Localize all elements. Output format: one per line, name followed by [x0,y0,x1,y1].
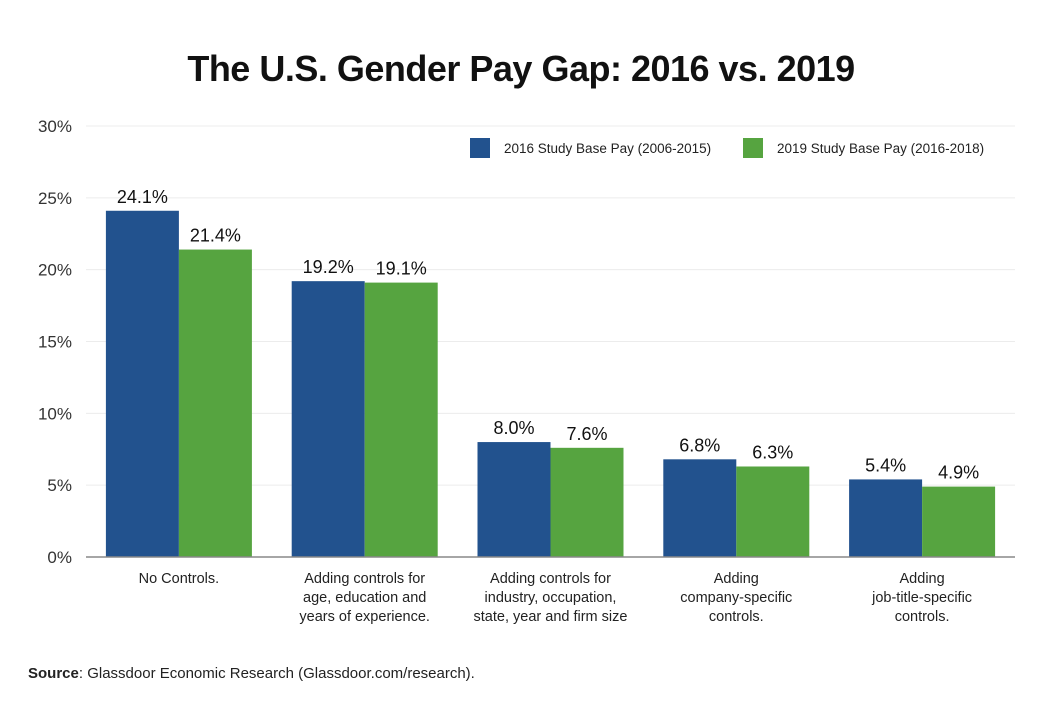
source-text: : Glassdoor Economic Research (Glassdoor… [78,665,475,682]
y-tick-label: 15% [38,333,72,352]
bar-2016 [291,281,365,557]
legend-item-2016: 2016 Study Base Pay (2006-2015) [470,138,711,158]
data-labels: 24.1% 19.2% 8.0% 6.8% 5.4% 21.4% 19.1% 7.6% 6.3%… [117,187,979,483]
data-label: 24.1% [117,187,168,207]
x-category-line: industry, occupation, [484,590,617,606]
bar-2019 [736,466,810,557]
x-category-label: Adding job-title-specific controls. [837,570,1007,627]
x-category-label: No Controls. [94,570,264,589]
legend-label-2016: 2016 Study Base Pay (2006-2015) [504,140,712,156]
x-category-label: Adding company-specific controls. [651,570,821,627]
data-label: 19.2% [303,257,354,277]
legend-swatch-2019 [743,138,763,158]
x-category-line: controls. [708,609,764,625]
bar-2016 [105,210,179,557]
data-label: 21.4% [190,226,241,246]
x-category-line: job-title-specific [872,590,973,606]
data-label: 7.6% [566,424,607,444]
x-category-line: years of experience. [299,609,430,625]
bar-2019 [922,486,996,557]
y-tick-label: 30% [38,117,72,136]
data-label: 6.3% [752,442,793,462]
data-label: 5.4% [865,455,906,475]
y-tick-label: 20% [38,261,72,280]
legend-swatch-2016 [470,138,490,158]
x-category-line: company-specific [680,590,793,606]
data-label: 19.1% [376,259,427,279]
legend-label-2019: 2019 Study Base Pay (2016-2018) [777,140,985,156]
x-category-line: controls. [894,609,950,625]
source-label: Source [28,665,79,682]
x-category-line: No Controls. [138,571,220,587]
x-category-line: Adding [899,571,945,587]
data-label: 8.0% [493,418,534,438]
y-tick-label: 10% [38,404,72,423]
x-category-label: Adding controls for age, education and yea… [280,570,450,627]
bar-2019 [178,249,252,557]
bar-2016 [849,479,923,557]
x-category-label: Adding controls for industry, occupation,… [466,570,636,627]
legend-item-2019: 2019 Study Base Pay (2016-2018) [743,138,984,158]
bar-2019 [550,447,624,557]
y-axis-ticks: 0% 5% 10% 15% 20% 25% 30% [38,117,72,567]
bars [105,210,996,557]
y-tick-label: 25% [38,189,72,208]
data-label: 6.8% [679,435,720,455]
x-category-line: state, year and firm size [473,609,628,625]
x-category-line: age, education and [303,590,427,606]
bar-2016 [477,442,551,557]
bar-2019 [364,282,438,557]
y-tick-label: 0% [47,548,72,567]
chart-title: The U.S. Gender Pay Gap: 2016 vs. 2019 [187,48,855,89]
x-category-line: Adding [713,571,759,587]
bar-2016 [663,459,737,557]
y-tick-label: 5% [47,476,72,495]
x-category-line: Adding controls for [490,571,611,587]
source-note: Source: Glassdoor Economic Research (Gla… [28,665,475,682]
x-category-line: Adding controls for [304,571,426,587]
data-label: 4.9% [938,463,979,483]
